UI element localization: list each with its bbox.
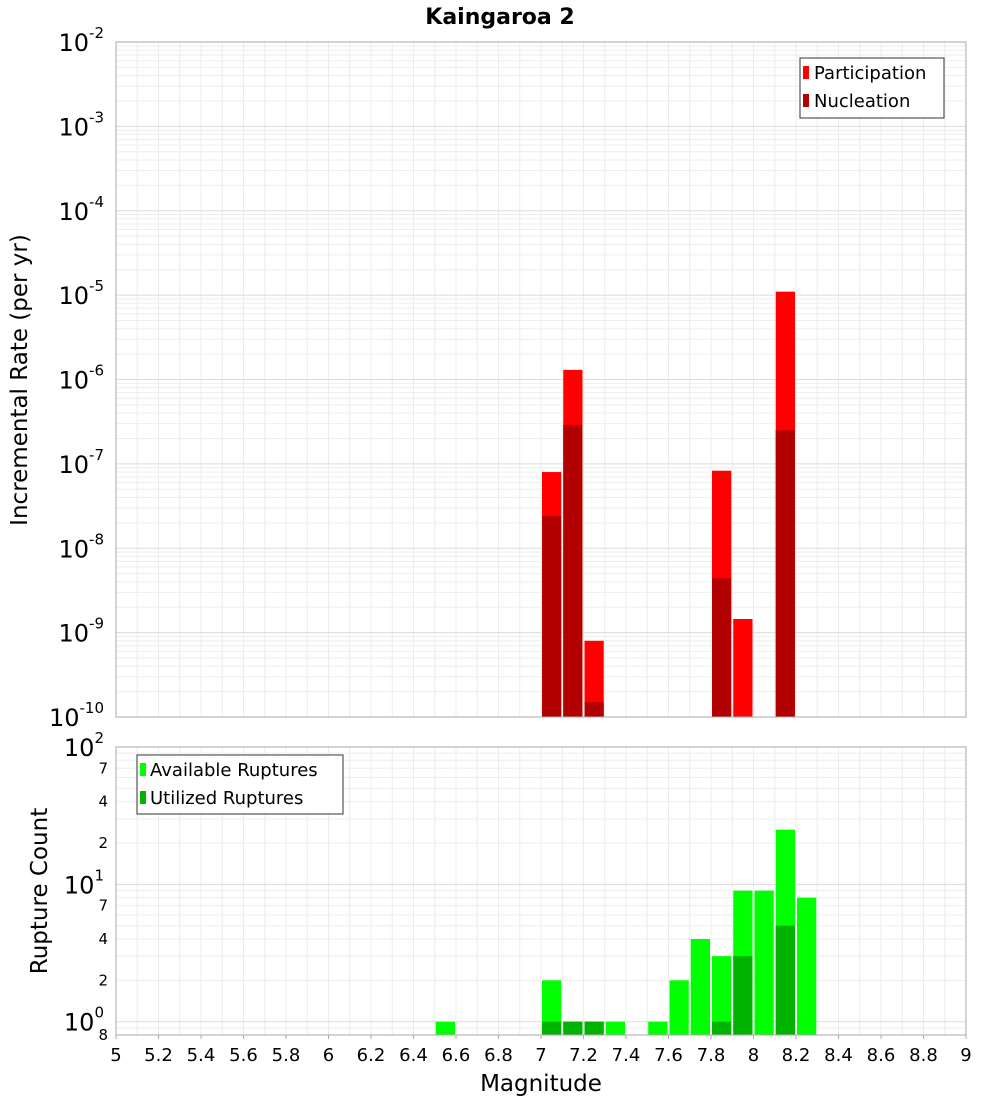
count-y-minor-tick-label: 2: [98, 971, 108, 989]
rate-y-tick-label: 10-3: [58, 108, 104, 141]
count-y-minor-tick-label: 8: [98, 1026, 108, 1044]
count-bar-a: [690, 939, 710, 1035]
rate-bar-b: [712, 578, 732, 717]
rate-bar-b: [584, 702, 604, 717]
count-bar-a: [797, 897, 817, 1035]
x-tick-label: 5.4: [187, 1045, 216, 1066]
x-tick-label: 6.4: [399, 1045, 428, 1066]
count-y-tick-label: 101: [64, 866, 104, 899]
count-x-ticks: 5 5.2 5.4 5.6 5.8 6 6.2 6.4 6.6 6.8 7 7.2 7.4 7.6 7.8 8…: [110, 1035, 972, 1066]
x-tick-label: 8.4: [824, 1045, 853, 1066]
rate-y-tick-label: 10-7: [58, 446, 104, 479]
legend-swatch-available: [140, 763, 146, 776]
count-y-minor-tick-label: 2: [98, 834, 108, 852]
x-axis-label: Magnitude: [480, 1071, 602, 1097]
rate-y-tick-label: 10-8: [58, 530, 104, 563]
legend-swatch-nucleation: [803, 94, 809, 107]
count-y-ticks: 100 101 102 8 2 4 7 2 4 7: [64, 729, 108, 1044]
x-tick-label: 5: [110, 1045, 121, 1066]
rate-y-tick-label: 10-6: [58, 362, 104, 395]
x-tick-label: 6: [323, 1045, 334, 1066]
x-tick-label: 7.2: [569, 1045, 598, 1066]
count-legend-box: [136, 754, 344, 815]
count-y-minor-tick-label: 7: [98, 897, 108, 915]
count-bar-a: [754, 890, 774, 1035]
legend-label-utilized: Utilized Ruptures: [150, 788, 303, 809]
x-tick-label: 6.8: [484, 1045, 513, 1066]
x-tick-label: 8.2: [782, 1045, 811, 1066]
count-y-tick-label: 102: [64, 729, 104, 762]
x-tick-label: 8.8: [909, 1045, 938, 1066]
x-tick-label: 8: [748, 1045, 759, 1066]
count-y-axis-label: Rupture Count: [27, 808, 53, 974]
x-tick-label: 7.4: [612, 1045, 641, 1066]
chart-title: Kaingaroa 2: [425, 5, 574, 30]
rate-grid: [116, 42, 966, 717]
count-bars: [435, 829, 817, 1035]
legend-label-nucleation: Nucleation: [814, 91, 910, 112]
rate-bar-b: [542, 516, 562, 717]
rate-legend-box: [799, 57, 945, 119]
rate-bar-a: [733, 619, 753, 717]
rate-y-tick-label: 10-10: [49, 699, 104, 732]
count-bar-b: [712, 1021, 732, 1035]
count-bar-a: [435, 1021, 455, 1035]
rate-bars: [542, 291, 795, 717]
count-bar-a: [605, 1021, 625, 1035]
rate-legend: Participation Nucleation: [799, 57, 945, 119]
x-tick-label: 7.8: [697, 1045, 726, 1066]
x-tick-label: 6.6: [442, 1045, 471, 1066]
x-tick-label: 5.8: [272, 1045, 301, 1066]
x-tick-label: 7.6: [654, 1045, 683, 1066]
x-tick-label: 6.2: [357, 1045, 386, 1066]
rate-y-tick-label: 10-4: [58, 193, 104, 226]
legend-label-available: Available Ruptures: [150, 760, 318, 781]
x-tick-label: 5.6: [229, 1045, 258, 1066]
count-bar-a: [712, 956, 732, 1035]
count-y-minor-tick-label: 7: [98, 759, 108, 777]
rate-bar-a: [584, 640, 604, 717]
count-bar-a: [669, 980, 689, 1035]
x-tick-label: 7: [535, 1045, 546, 1066]
legend-swatch-participation: [803, 66, 809, 79]
x-tick-label: 8.6: [867, 1045, 896, 1066]
legend-swatch-utilized: [140, 791, 146, 804]
count-bar-a: [648, 1021, 668, 1035]
count-legend: Available Ruptures Utilized Ruptures: [136, 754, 344, 815]
rate-y-tick-label: 10-9: [58, 615, 104, 648]
count-bar-b: [775, 925, 795, 1035]
rate-y-axis-label: Incremental Rate (per yr): [7, 234, 33, 526]
rate-y-ticks: 10-10 10-9 10-8 10-7 10-6 10-5 10-4 10-3 10-2: [49, 24, 104, 732]
x-tick-label: 5.2: [144, 1045, 173, 1066]
rate-y-tick-label: 10-2: [58, 24, 104, 57]
rate-bar-b: [775, 430, 795, 717]
count-bar-b: [542, 1021, 562, 1035]
legend-label-participation: Participation: [814, 63, 926, 84]
x-tick-label: 9: [960, 1045, 971, 1066]
count-y-minor-tick-label: 4: [98, 793, 108, 811]
rate-bar-b: [563, 424, 583, 717]
count-bar-b: [733, 956, 753, 1035]
count-bar-b: [584, 1021, 604, 1035]
count-bar-b: [563, 1021, 583, 1035]
rate-y-tick-label: 10-5: [58, 277, 104, 310]
count-bar-a: [542, 980, 562, 1035]
rate-plot-border: [115, 41, 967, 718]
count-y-minor-tick-label: 4: [98, 930, 108, 948]
count-y-tick-label: 100: [64, 1004, 104, 1037]
